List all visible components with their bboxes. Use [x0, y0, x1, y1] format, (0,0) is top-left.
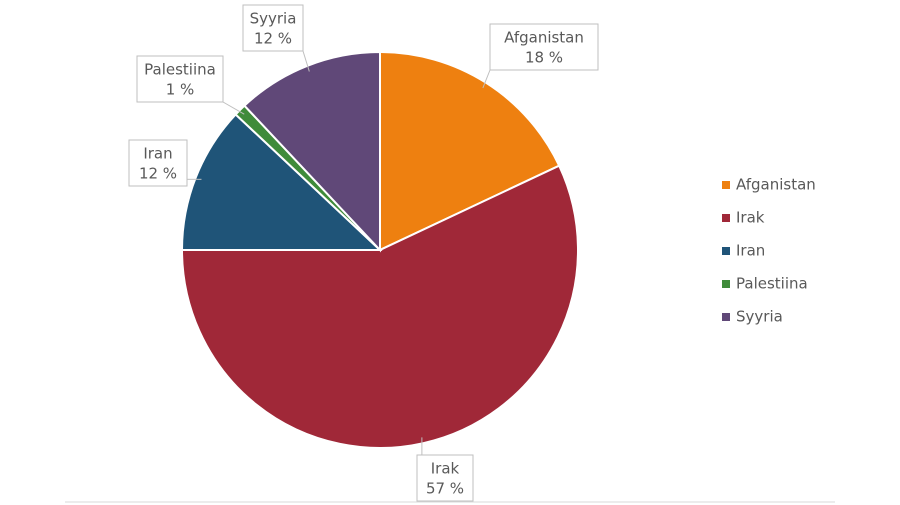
label-name: Palestiina: [144, 61, 216, 79]
legend-label: Irak: [736, 209, 765, 227]
label-name: Syyria: [250, 10, 297, 28]
legend-label: Afganistan: [736, 176, 816, 194]
label-box: [489, 23, 599, 71]
legend-label: Syyria: [736, 308, 783, 326]
label-box: [242, 4, 304, 52]
leader-line: [302, 50, 310, 72]
label-box: [136, 55, 224, 103]
pie-slice: [180, 164, 579, 449]
leader-line: [222, 101, 245, 115]
label-name: Irak: [431, 460, 460, 478]
label-name: Afganistan: [504, 29, 584, 47]
label-value: 57 %: [426, 480, 464, 498]
legend-swatch: [722, 313, 730, 321]
legend-swatch: [722, 214, 730, 222]
label-value: 1 %: [166, 81, 195, 99]
pie-slice: [180, 113, 383, 251]
label-value: 12 %: [139, 165, 177, 183]
label-value: 18 %: [525, 49, 563, 67]
legend-swatch: [722, 247, 730, 255]
legend-label: Palestiina: [736, 275, 808, 293]
label-box: [128, 139, 188, 187]
leader-line: [482, 69, 491, 89]
label-name: Iran: [143, 145, 172, 163]
legend-swatch: [722, 181, 730, 189]
legend-swatch: [722, 280, 730, 288]
pie-slice: [379, 50, 561, 252]
label-value: 12 %: [254, 30, 292, 48]
label-box: [416, 454, 474, 502]
legend-label: Iran: [736, 242, 765, 260]
